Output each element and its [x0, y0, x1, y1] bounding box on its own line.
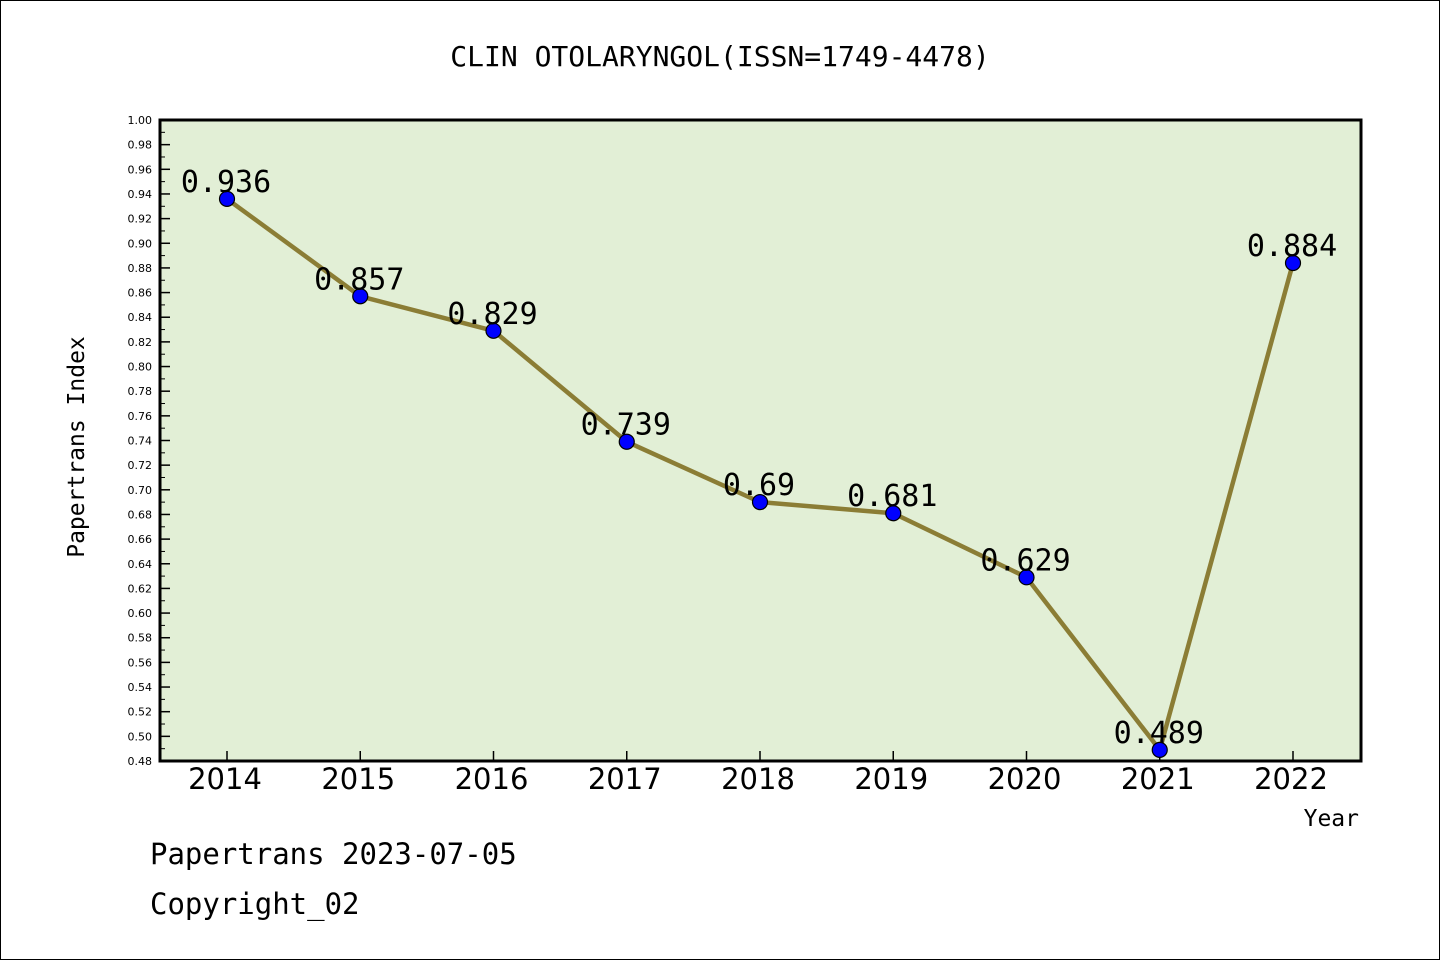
data-point-2016 [485, 322, 502, 339]
y-axis-label: Papertrans Index [64, 336, 90, 558]
y-tick-label: 0.98 [128, 139, 153, 152]
y-tick-label: 0.60 [128, 607, 153, 620]
data-label-2017: 0.739 [581, 408, 671, 443]
footer-copyright: Copyright_02 [150, 887, 360, 922]
data-point-2019 [885, 505, 902, 522]
plot-area [158, 118, 1363, 763]
data-label-2020: 0.629 [980, 543, 1070, 578]
data-point-2018 [751, 494, 769, 511]
chart-title: CLIN OTOLARYNGOL(ISSN=1749-4478) [450, 40, 989, 73]
data-label-2015: 0.857 [314, 262, 404, 297]
y-tick-label: 0.86 [128, 287, 153, 300]
x-axis: 2014 2015 2016 2017 2018 2019 2020 2021 2022 [188, 751, 1328, 796]
data-point-2017 [618, 433, 635, 450]
y-tick-label: 0.72 [128, 459, 153, 472]
y-tick-label: 0.88 [128, 262, 153, 275]
data-label-2019: 0.681 [847, 479, 937, 514]
data-label-2022: 0.884 [1247, 229, 1337, 264]
y-tick-label: 0.92 [128, 213, 153, 226]
data-point-2020 [1018, 569, 1035, 586]
x-tick-label: 2021 [1121, 762, 1195, 796]
y-tick-label: 0.70 [128, 484, 153, 497]
y-tick-label: 0.84 [128, 311, 153, 324]
data-point-2022 [1284, 254, 1302, 272]
y-tick-label: 0.50 [128, 730, 153, 743]
y-tick-label: 0.66 [128, 533, 153, 546]
y-tick-label: 0.82 [128, 336, 153, 349]
x-tick-label: 2018 [721, 762, 795, 796]
x-axis-label: Year [1304, 806, 1359, 832]
data-label-2014: 0.936 [181, 165, 271, 200]
y-tick-label: 0.62 [128, 582, 153, 595]
y-tick-label: 0.58 [128, 632, 153, 645]
footer-date: Papertrans 2023-07-05 [150, 837, 517, 871]
x-tick-label: 2016 [455, 762, 529, 796]
y-tick-label: 0.96 [128, 163, 153, 176]
data-label-2021: 0.489 [1114, 716, 1204, 751]
y-tick-label: 0.64 [128, 558, 153, 571]
y-tick-label: 1.00 [128, 114, 153, 127]
y-tick-label: 0.94 [128, 188, 153, 201]
y-tick-label: 0.48 [128, 755, 153, 768]
x-tick-label: 2015 [321, 762, 395, 796]
data-label-2016: 0.829 [447, 297, 537, 332]
x-tick-label: 2022 [1254, 762, 1328, 796]
y-tick-label: 0.90 [128, 237, 153, 250]
x-tick-label: 2020 [988, 762, 1062, 796]
y-tick-label: 0.78 [128, 385, 153, 398]
data-point-2015 [352, 288, 369, 305]
y-tick-label: 0.68 [128, 508, 153, 521]
y-axis: 0.48 0.50 0.52 0.54 0.56 0.58 0.60 0.62 0.64 0.66… [128, 114, 170, 768]
data-label-2018: 0.69 [723, 468, 795, 503]
y-tick-label: 0.54 [128, 681, 153, 694]
y-tick-label: 0.74 [128, 435, 153, 448]
data-point-2021 [1151, 741, 1168, 759]
x-tick-label: 2014 [188, 762, 262, 796]
data-labels-group: 0.936 0.857 0.829 0.739 0.69 0.681 0.629 0.489 0… [181, 165, 1337, 751]
y-tick-label: 0.80 [128, 361, 153, 374]
x-tick-label: 2019 [854, 762, 928, 796]
y-tick-label: 0.52 [128, 706, 153, 719]
x-tick-label: 2017 [588, 762, 662, 796]
series-line-group [218, 190, 1302, 759]
y-tick-label: 0.76 [128, 410, 153, 423]
data-point-2014 [218, 190, 236, 207]
y-tick-label: 0.56 [128, 656, 153, 669]
